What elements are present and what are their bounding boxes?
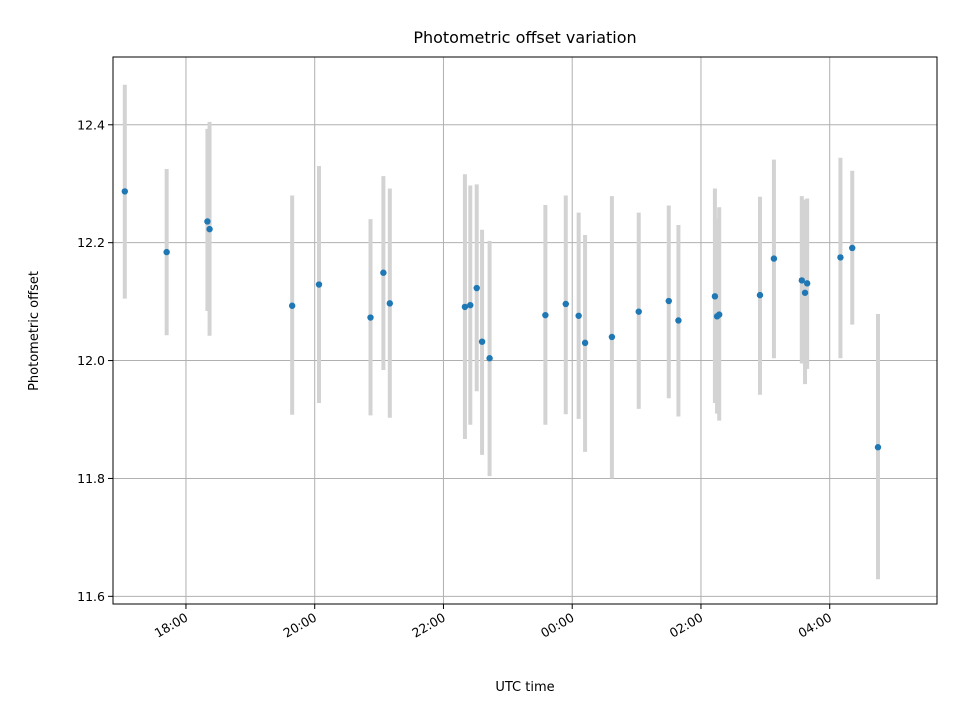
data-point	[367, 314, 374, 321]
data-point	[473, 284, 480, 292]
y-tick-label: 11.8	[77, 471, 105, 486]
data-point	[121, 188, 129, 195]
y-tick-label: 12.4	[77, 117, 105, 132]
data-point	[204, 218, 211, 225]
data-point	[770, 255, 778, 262]
y-axis-label: Photometric offset	[27, 271, 42, 391]
data-point	[798, 277, 806, 284]
data-point	[206, 225, 213, 233]
data-point	[486, 355, 493, 362]
data-point	[675, 317, 682, 324]
data-point	[461, 303, 469, 311]
plot-frame	[112, 56, 938, 605]
data-point	[803, 280, 811, 287]
data-point	[711, 293, 719, 300]
data-point	[715, 311, 723, 318]
data-point	[562, 300, 569, 308]
data-point	[542, 311, 549, 319]
data-point	[849, 244, 856, 252]
data-point	[478, 338, 486, 345]
data-point	[575, 312, 582, 319]
data-point	[874, 444, 882, 451]
data-point	[665, 297, 672, 305]
data-point	[163, 248, 170, 256]
data-point	[467, 301, 474, 309]
data-point	[581, 339, 589, 347]
data-point	[380, 269, 387, 276]
point-layer	[121, 188, 882, 451]
y-tick-label: 11.6	[77, 589, 105, 604]
data-point	[756, 291, 764, 299]
y-tick-label: 12.2	[77, 235, 105, 250]
y-tick-label: 12.0	[77, 353, 105, 368]
x-axis-label: UTC time	[495, 680, 554, 695]
grid-layer	[113, 57, 937, 604]
data-point	[608, 333, 616, 341]
data-point	[386, 300, 394, 307]
data-point	[801, 289, 809, 296]
data-point	[315, 281, 323, 288]
data-point	[837, 254, 844, 261]
data-point	[288, 302, 296, 309]
chart-title: Photometric offset variation	[413, 28, 636, 47]
data-point	[635, 308, 642, 315]
